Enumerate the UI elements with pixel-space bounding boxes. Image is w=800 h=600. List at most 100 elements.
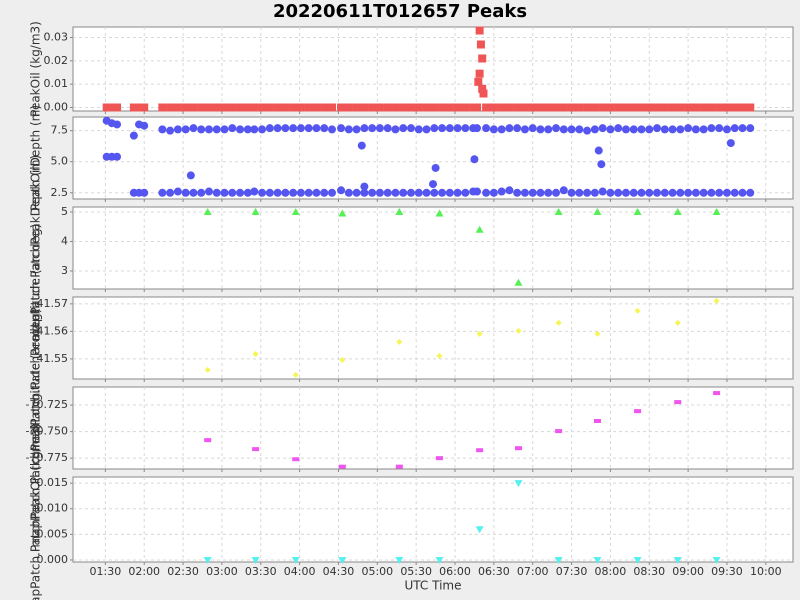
point bbox=[536, 188, 545, 197]
point bbox=[473, 187, 482, 196]
point bbox=[474, 77, 483, 86]
point bbox=[513, 103, 522, 112]
point bbox=[337, 103, 346, 112]
point bbox=[320, 124, 329, 133]
point bbox=[637, 103, 646, 112]
point bbox=[629, 188, 638, 197]
point bbox=[544, 188, 553, 197]
y-tick-label: 4 bbox=[61, 235, 68, 248]
y-tick-label: 0.000 bbox=[37, 553, 69, 566]
point bbox=[544, 103, 553, 112]
point bbox=[722, 125, 731, 134]
point bbox=[252, 350, 259, 357]
point bbox=[590, 188, 599, 197]
point bbox=[197, 103, 206, 112]
point bbox=[575, 125, 584, 134]
y-axis-label: mapPatch.PatchPeakLongitude (arcdeg) bbox=[29, 309, 43, 548]
y-tick-label: 0.00 bbox=[44, 101, 69, 114]
point bbox=[435, 209, 444, 217]
point bbox=[251, 556, 260, 564]
y-tick-label: -70.775 bbox=[26, 451, 68, 464]
chart-title: 20220611T012657 Peaks bbox=[273, 1, 527, 22]
point bbox=[637, 125, 646, 134]
point bbox=[197, 125, 206, 134]
point bbox=[383, 103, 392, 112]
point bbox=[621, 125, 630, 134]
point bbox=[395, 556, 404, 564]
point bbox=[660, 125, 669, 134]
point bbox=[514, 278, 523, 286]
point bbox=[250, 103, 259, 112]
point bbox=[140, 188, 149, 197]
y-tick-label: 0.015 bbox=[37, 476, 69, 489]
point bbox=[166, 188, 175, 197]
point bbox=[606, 188, 615, 197]
point bbox=[478, 54, 487, 63]
point bbox=[730, 188, 739, 197]
x-tick-label: 09:00 bbox=[672, 565, 704, 578]
point bbox=[304, 103, 313, 112]
point bbox=[746, 103, 755, 112]
point bbox=[173, 187, 182, 196]
x-tick-label: 02:30 bbox=[167, 565, 199, 578]
point bbox=[265, 103, 274, 112]
point bbox=[212, 188, 221, 197]
point bbox=[292, 457, 300, 462]
point bbox=[475, 26, 484, 35]
point bbox=[673, 208, 682, 216]
point bbox=[676, 103, 685, 112]
point bbox=[555, 319, 562, 326]
y-axis-label: mapPatch.PatchPeakLatitude (arcdeg) bbox=[29, 224, 43, 453]
y-tick-label: 2.5 bbox=[51, 186, 69, 199]
point bbox=[621, 188, 630, 197]
point bbox=[583, 126, 592, 135]
point bbox=[265, 188, 274, 197]
point bbox=[593, 418, 601, 423]
point bbox=[478, 84, 487, 93]
point bbox=[352, 103, 361, 112]
point bbox=[189, 188, 198, 197]
point bbox=[360, 182, 369, 191]
point bbox=[414, 125, 423, 134]
point bbox=[473, 103, 482, 112]
point bbox=[614, 124, 623, 133]
point bbox=[713, 391, 721, 396]
point bbox=[166, 103, 175, 112]
point bbox=[395, 464, 403, 469]
x-tick-label: 08:00 bbox=[595, 565, 627, 578]
point bbox=[289, 103, 298, 112]
point bbox=[597, 160, 606, 169]
point bbox=[312, 124, 321, 133]
point bbox=[583, 188, 592, 197]
point bbox=[129, 103, 138, 112]
point bbox=[653, 188, 662, 197]
point bbox=[461, 188, 470, 197]
plot-area bbox=[72, 296, 794, 380]
point bbox=[422, 125, 431, 134]
point bbox=[528, 103, 537, 112]
point bbox=[339, 357, 346, 364]
point bbox=[505, 103, 514, 112]
point bbox=[252, 447, 260, 452]
point bbox=[514, 480, 523, 488]
point bbox=[438, 188, 447, 197]
point bbox=[476, 330, 483, 337]
y-tick-label: 0.010 bbox=[37, 502, 69, 515]
point bbox=[520, 125, 529, 134]
point bbox=[590, 125, 599, 134]
y-axis-label: PeakOilDepth (m) bbox=[29, 105, 43, 211]
point bbox=[590, 103, 599, 112]
x-tick-label: 04:00 bbox=[284, 565, 316, 578]
point bbox=[438, 103, 447, 112]
point bbox=[438, 124, 447, 133]
point bbox=[258, 188, 267, 197]
point bbox=[738, 103, 747, 112]
point bbox=[435, 556, 444, 564]
point bbox=[567, 125, 576, 134]
point bbox=[228, 188, 237, 197]
point bbox=[212, 125, 221, 134]
point bbox=[645, 125, 654, 134]
point bbox=[406, 103, 415, 112]
x-tick-label: 07:00 bbox=[517, 565, 549, 578]
point bbox=[475, 69, 484, 78]
